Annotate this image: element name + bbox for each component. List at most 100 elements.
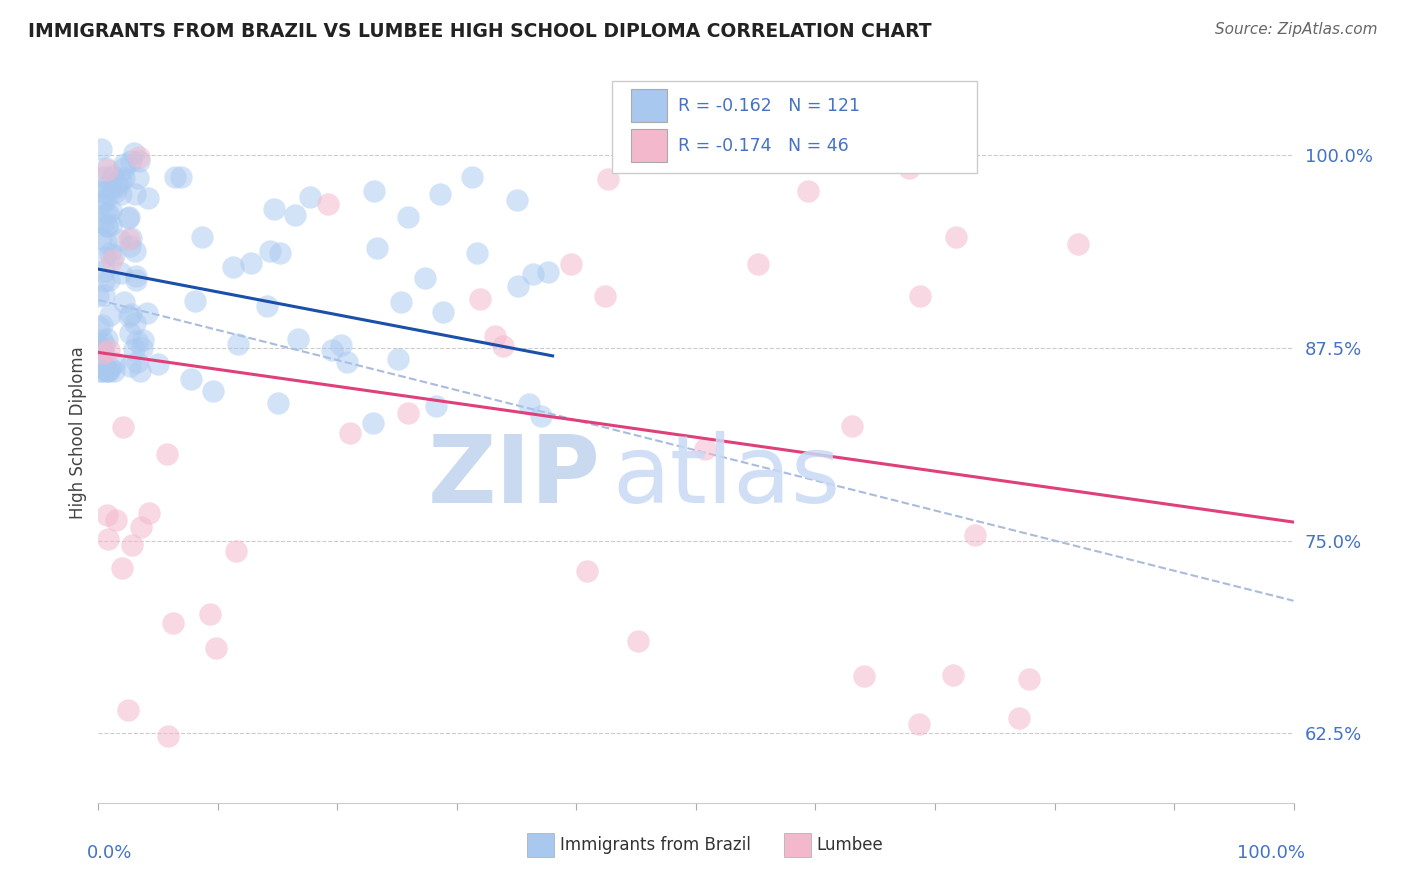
Point (263, 202, 285, 216)
Point (104, 356, 127, 370)
Point (93, 169, 115, 184)
Point (484, 328, 506, 343)
Point (162, 616, 184, 631)
Point (841, 418, 863, 433)
Y-axis label: High School Diploma: High School Diploma (69, 346, 87, 519)
Point (90, 364, 112, 378)
Point (112, 171, 135, 186)
Point (93, 264, 115, 278)
Point (111, 419, 134, 434)
Point (184, 293, 207, 308)
Point (124, 316, 146, 330)
Point (96, 235, 118, 249)
Point (221, 260, 243, 274)
Text: Lumbee: Lumbee (817, 836, 883, 854)
Point (627, 634, 650, 648)
Point (103, 248, 125, 262)
Point (156, 447, 179, 461)
Point (110, 233, 132, 247)
Point (125, 273, 148, 287)
Point (101, 169, 124, 183)
Point (90, 231, 112, 245)
Point (91, 216, 114, 230)
Point (96, 333, 118, 347)
Point (98, 364, 121, 378)
Point (907, 717, 929, 731)
Point (852, 669, 875, 683)
Point (98, 246, 121, 260)
Point (156, 729, 179, 743)
Point (363, 184, 385, 198)
Point (747, 257, 769, 271)
Point (117, 703, 139, 717)
Point (105, 176, 128, 190)
Point (100, 203, 122, 218)
Point (110, 187, 132, 202)
Point (87, 184, 110, 198)
Point (492, 338, 515, 352)
Point (127, 171, 149, 186)
Point (517, 397, 540, 411)
Point (898, 161, 921, 175)
Point (118, 326, 141, 340)
Point (425, 400, 447, 414)
Point (94, 161, 117, 175)
Point (598, 171, 620, 186)
Point (530, 409, 553, 424)
Point (90, 357, 112, 371)
Point (298, 189, 321, 203)
Point (124, 244, 146, 259)
Point (204, 640, 226, 655)
Point (575, 564, 598, 578)
Text: 0.0%: 0.0% (87, 844, 132, 862)
FancyBboxPatch shape (613, 81, 977, 173)
Point (361, 416, 384, 430)
Point (101, 181, 124, 195)
Point (118, 211, 141, 225)
Point (103, 364, 125, 378)
Point (198, 607, 221, 621)
Point (112, 157, 135, 171)
Point (127, 334, 149, 348)
Point (90, 318, 112, 333)
Point (180, 372, 202, 386)
Point (100, 218, 122, 232)
Point (94, 205, 117, 219)
Point (105, 513, 128, 527)
Point (287, 332, 309, 346)
Point (104, 185, 127, 199)
Point (132, 333, 155, 347)
FancyBboxPatch shape (527, 833, 554, 857)
Text: ZIP: ZIP (427, 431, 600, 523)
Point (1008, 711, 1031, 725)
Point (117, 211, 139, 225)
Point (98, 343, 121, 357)
Text: R = -0.174   N = 46: R = -0.174 N = 46 (678, 136, 849, 154)
Point (560, 257, 582, 271)
Point (259, 244, 281, 258)
Point (508, 279, 530, 293)
Point (942, 668, 965, 682)
Point (128, 153, 150, 168)
Point (269, 246, 291, 260)
Point (128, 150, 150, 164)
Point (693, 442, 716, 456)
Point (165, 170, 187, 185)
Point (94, 250, 117, 264)
Point (136, 191, 159, 205)
Point (122, 342, 145, 356)
Point (1066, 236, 1088, 251)
Point (120, 153, 142, 168)
Point (98, 273, 121, 287)
Point (89, 341, 111, 355)
Point (93, 180, 115, 194)
Point (112, 161, 135, 176)
Point (321, 343, 343, 357)
Point (468, 292, 491, 306)
Text: atlas: atlas (613, 431, 841, 523)
Point (91, 333, 114, 347)
Point (93, 337, 115, 351)
Point (107, 179, 129, 194)
Point (945, 229, 967, 244)
Point (226, 337, 249, 351)
